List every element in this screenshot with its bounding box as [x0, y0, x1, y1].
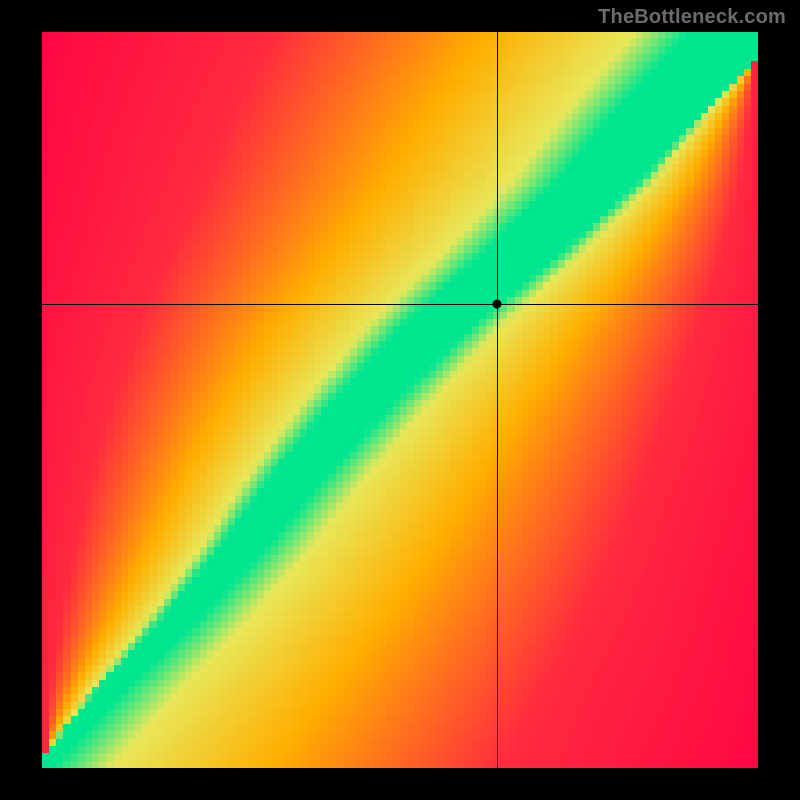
crosshair-horizontal [42, 304, 758, 305]
chart-container: TheBottleneck.com [0, 0, 800, 800]
bottleneck-heatmap [42, 32, 758, 768]
crosshair-marker [492, 300, 501, 309]
watermark: TheBottleneck.com [598, 6, 786, 29]
crosshair-vertical [497, 32, 498, 768]
